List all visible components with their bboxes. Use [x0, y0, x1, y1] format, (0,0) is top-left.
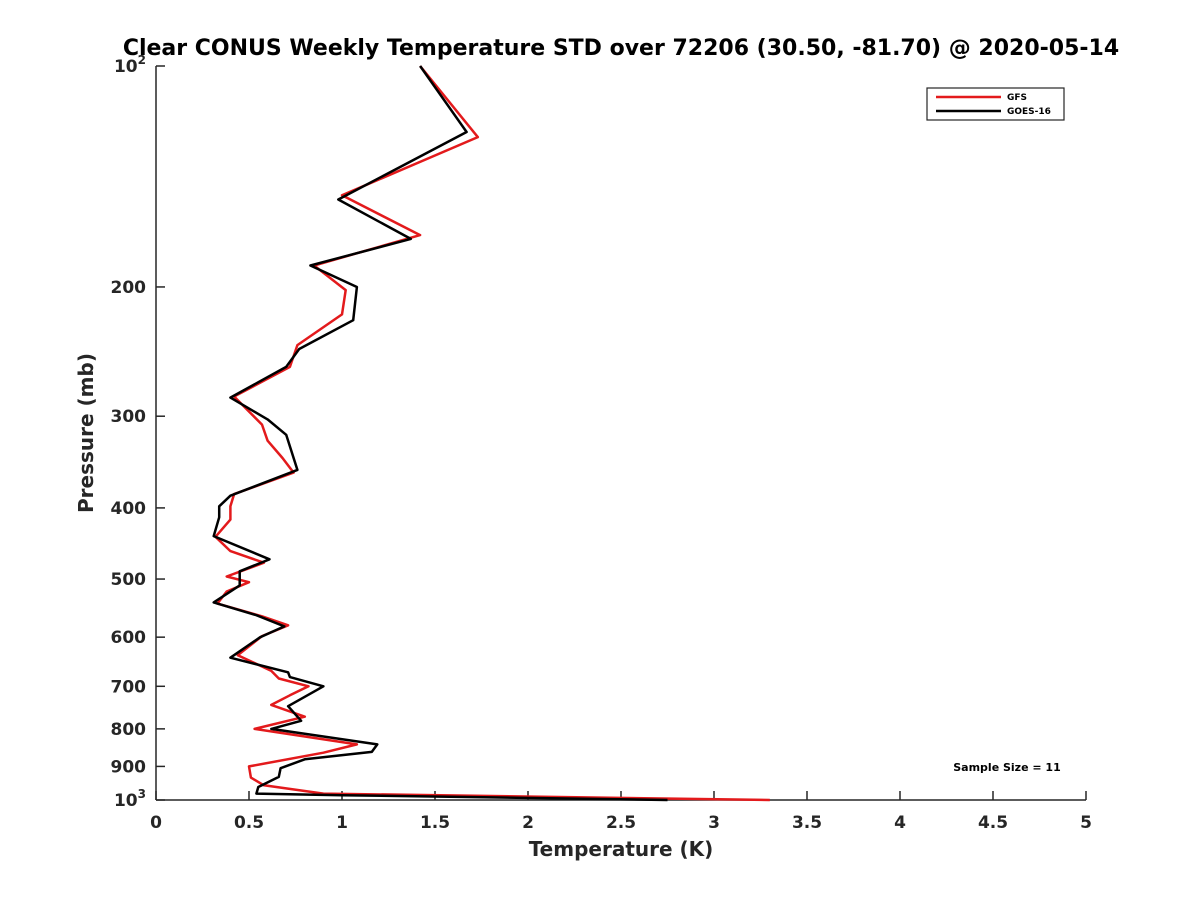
legend-box — [926, 87, 1065, 121]
x-tick-label: 3.5 — [792, 813, 822, 833]
series-line-gfs — [214, 65, 770, 802]
chart-title: Clear CONUS Weekly Temperature STD over … — [123, 36, 1119, 61]
y-tick-label: 300 — [111, 407, 147, 427]
y-tick-label: 800 — [111, 720, 147, 740]
y-tick-label: 900 — [111, 757, 147, 777]
x-tick-label: 3 — [708, 813, 720, 833]
x-tick-label: 5 — [1080, 813, 1092, 833]
x-axis-label: Temperature (K) — [529, 837, 714, 861]
y-tick-label: 500 — [111, 570, 147, 590]
x-tick-label: 4.5 — [978, 813, 1008, 833]
y-tick-label: 102 — [114, 53, 146, 77]
y-tick-label: 700 — [111, 677, 147, 697]
series-line-goes-16 — [212, 65, 668, 802]
y-axis-label: Pressure (mb) — [74, 353, 98, 513]
y-tick-label: 400 — [111, 499, 147, 519]
y-axis-ticks: 102 200 300 400 500 600 700 800 900 103 — [111, 53, 165, 811]
x-tick-label: 2.5 — [606, 813, 636, 833]
y-tick-label: 600 — [111, 628, 147, 648]
legend: GFS GOES-16 — [926, 87, 1065, 121]
x-tick-label: 0 — [150, 813, 162, 833]
series-layer — [212, 65, 770, 802]
legend-label: GFS — [1007, 93, 1027, 103]
y-tick-label: 103 — [114, 787, 146, 811]
y-tick-label: 200 — [111, 278, 147, 298]
x-tick-label: 1.5 — [420, 813, 450, 833]
legend-label: GOES-16 — [1007, 107, 1051, 117]
sample-size-annotation: Sample Size = 11 — [953, 761, 1060, 774]
x-tick-label: 2 — [522, 813, 534, 833]
x-tick-label: 1 — [336, 813, 348, 833]
plot-area — [155, 66, 1086, 801]
x-tick-label: 4 — [894, 813, 906, 833]
x-axis-ticks: 0 0.5 1 1.5 2 2.5 3 3.5 4 4.5 5 — [150, 791, 1092, 833]
x-tick-label: 0.5 — [234, 813, 264, 833]
